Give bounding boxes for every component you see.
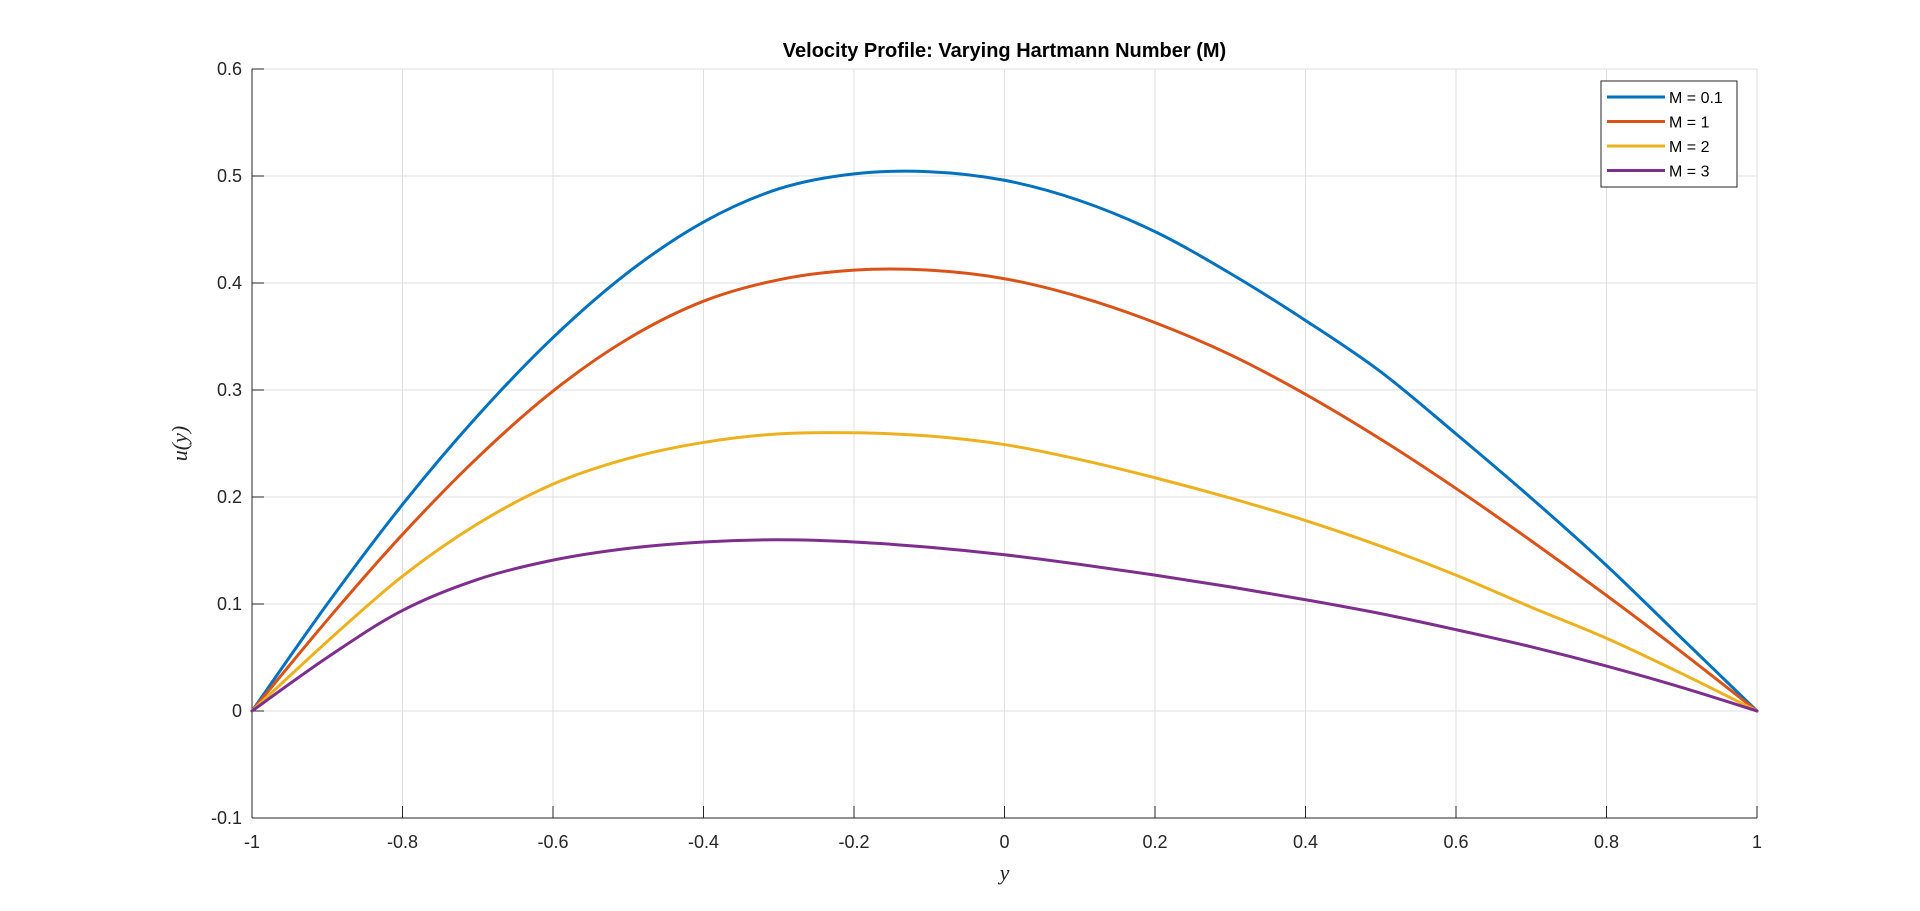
x-tick-label: -1 (244, 832, 260, 852)
x-tick-label: -0.8 (387, 832, 418, 852)
legend-label: M = 2 (1669, 139, 1710, 156)
y-tick-label: 0.5 (217, 166, 242, 186)
axes (251, 68, 1758, 819)
y-tick-label: 0.2 (217, 487, 242, 507)
series-line-2 (250, 267, 1759, 713)
x-tick-label: 0.4 (1293, 832, 1318, 852)
x-tick-label: -0.6 (537, 832, 568, 852)
x-tick-label: -0.2 (838, 832, 869, 852)
x-tick-label: 1 (1752, 832, 1762, 852)
chart-title: Velocity Profile: Varying Hartmann Numbe… (783, 40, 1226, 62)
x-tick-label: 0 (999, 832, 1009, 852)
x-tick-label: 0.2 (1142, 832, 1167, 852)
legend: M = 0.1 M = 1 M = 2 M = 3 (1600, 80, 1738, 188)
y-tick-label: 0.4 (217, 273, 242, 293)
y-tick-label: -0.1 (211, 808, 242, 828)
x-tick-label: 0.8 (1594, 832, 1619, 852)
y-axis-label: u(y) (167, 426, 192, 461)
x-axis-label: y (998, 860, 1010, 885)
legend-label: M = 1 (1669, 115, 1710, 132)
series-lines (250, 169, 1759, 713)
legend-label: M = 0.1 (1669, 90, 1723, 107)
y-tick-labels: -0.1 0 0.1 0.2 0.3 0.4 0.5 0.6 (211, 59, 242, 828)
y-tick-label: 0.1 (217, 594, 242, 614)
y-tick-label: 0 (232, 701, 242, 721)
y-tick-label: 0.3 (217, 380, 242, 400)
x-tick-label: 0.6 (1443, 832, 1468, 852)
series-line-3 (250, 431, 1759, 713)
y-tick-label: 0.6 (217, 59, 242, 79)
x-tick-label: -0.4 (688, 832, 719, 852)
legend-items: M = 0.1 M = 1 M = 2 M = 3 (1607, 90, 1723, 181)
series-line-1 (250, 169, 1759, 713)
legend-label: M = 3 (1669, 164, 1710, 181)
x-tick-labels: -1 -0.8 -0.6 -0.4 -0.2 0 0.2 0.4 0.6 0.8 1 (244, 832, 1762, 852)
series-line-4 (250, 538, 1759, 713)
